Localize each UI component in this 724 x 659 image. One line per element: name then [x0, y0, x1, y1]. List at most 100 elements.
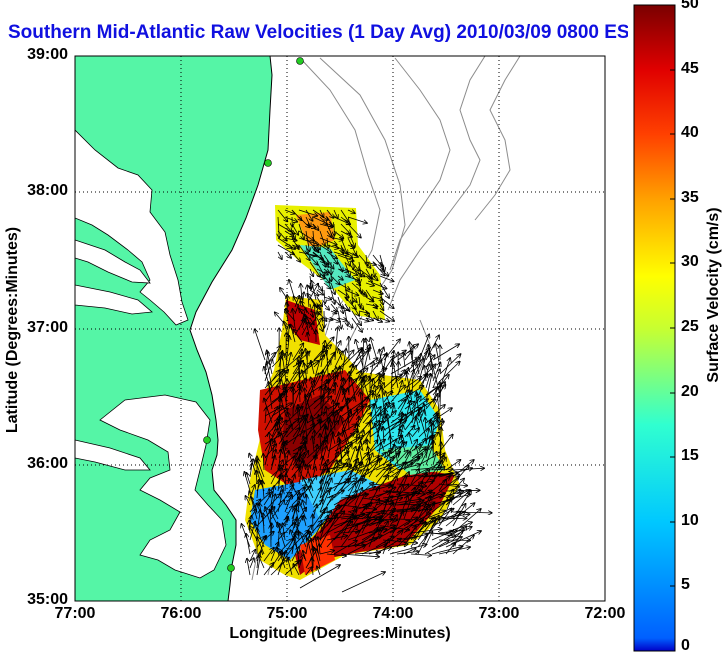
velocity-arrow	[379, 275, 394, 281]
velocity-arrow	[278, 424, 292, 445]
velocity-arrow	[284, 209, 295, 214]
colorbar-tick: 30	[681, 253, 699, 270]
velocity-arrow	[358, 289, 367, 296]
velocity-arrow	[341, 572, 385, 593]
velocity-arrow	[249, 499, 261, 513]
velocity-arrow	[369, 354, 387, 375]
velocity-arrow	[257, 480, 259, 499]
colorbar-tick: 15	[681, 447, 699, 464]
velocity-arrow	[299, 394, 311, 424]
velocity-arrow	[452, 535, 474, 555]
velocity-arrow	[271, 416, 280, 438]
velocity-arrow	[389, 545, 427, 555]
velocity-arrow	[375, 536, 394, 548]
velocity-arrow	[271, 403, 292, 417]
velocity-arrow	[396, 501, 424, 506]
velocity-arrow	[403, 487, 415, 520]
x-axis-label: Longitude (Degrees:Minutes)	[229, 625, 451, 642]
velocity-arrow	[411, 428, 419, 438]
velocity-arrow	[270, 542, 279, 562]
velocity-arrow	[376, 436, 403, 452]
velocity-arrow	[340, 216, 350, 225]
velocity-arrow	[304, 516, 307, 527]
velocity-arrow	[277, 230, 287, 241]
velocity-arrow	[340, 553, 379, 557]
velocity-arrow	[348, 447, 356, 466]
velocity-arrow	[355, 358, 378, 375]
velocity-arrow	[270, 456, 275, 471]
velocity-arrow	[373, 268, 375, 277]
velocity-arrow	[293, 330, 303, 343]
velocity-arrow	[285, 361, 303, 389]
velocity-arrow	[365, 318, 373, 320]
velocity-arrow	[320, 434, 321, 452]
y-tick: 38:00	[27, 182, 68, 199]
velocity-arrow	[312, 558, 313, 576]
velocity-arrow	[312, 436, 314, 452]
velocity-arrow	[398, 362, 399, 375]
velocity-arrow	[333, 209, 338, 218]
velocity-arrow	[244, 472, 251, 492]
velocity-arrow	[316, 289, 323, 295]
velocity-arrow	[326, 517, 356, 534]
velocity-arrow	[333, 444, 352, 471]
velocity-arrow	[354, 488, 362, 506]
velocity-arrow	[258, 555, 265, 569]
velocity-arrow	[347, 245, 354, 248]
velocity-vectors	[241, 209, 491, 593]
velocity-arrow	[265, 408, 266, 424]
velocity-arrow	[337, 276, 343, 280]
colorbar-label-text: Surface Velocity (cm/s)	[705, 207, 722, 383]
velocity-arrow	[365, 262, 376, 265]
colorbar-tick: 25	[681, 318, 699, 335]
velocity-arrow	[333, 545, 365, 547]
velocity-arrow	[291, 223, 298, 235]
velocity-arrow	[323, 254, 334, 269]
velocity-arrow	[251, 497, 258, 520]
velocity-arrow	[285, 474, 286, 492]
velocity-arrow	[337, 310, 341, 329]
velocity-arrow	[432, 344, 459, 361]
velocity-arrow	[351, 261, 359, 271]
velocity-arrow	[340, 252, 349, 255]
velocity-arrow	[347, 223, 361, 238]
velocity-arrow	[375, 503, 393, 527]
velocity-arrow	[277, 523, 286, 548]
velocity-arrow	[330, 311, 337, 314]
velocity-arrow	[323, 269, 329, 273]
velocity-arrow	[411, 396, 421, 410]
velocity-arrow	[270, 500, 284, 520]
velocity-arrow	[348, 409, 358, 424]
velocity-arrow	[351, 317, 362, 332]
velocity-arrow	[347, 216, 367, 223]
velocity-arrow	[298, 535, 306, 548]
colorbar-tick: 40	[681, 124, 699, 141]
radar-stations	[203, 57, 304, 572]
velocity-arrow	[291, 251, 300, 262]
velocity-arrow	[416, 359, 420, 375]
velocity-arrow	[369, 440, 378, 452]
velocity-arrow	[284, 223, 292, 232]
velocity-arrow	[293, 309, 296, 329]
velocity-arrow	[301, 322, 309, 336]
velocity-arrow	[305, 388, 308, 417]
velocity-arrow	[425, 447, 432, 466]
velocity-arrow	[347, 483, 374, 506]
velocity-arrow	[340, 525, 357, 548]
velocity-arrow	[291, 245, 299, 247]
velocity-arrow	[379, 296, 394, 308]
velocity-arrow	[312, 223, 319, 230]
velocity-arrow	[291, 209, 302, 220]
velocity-arrow	[417, 521, 435, 555]
velocity-arrow	[316, 305, 319, 315]
velocity-arrow	[403, 534, 427, 541]
velocity-arrow	[333, 478, 357, 499]
velocity-arrow	[291, 530, 309, 548]
velocity-arrow	[297, 517, 299, 541]
velocity-arrow	[247, 559, 251, 576]
velocity-arrow	[424, 541, 449, 555]
velocity-arrow	[277, 468, 282, 492]
velocity-arrow	[417, 436, 435, 471]
velocity-arrow	[372, 297, 383, 300]
velocity-arrow	[327, 432, 333, 459]
